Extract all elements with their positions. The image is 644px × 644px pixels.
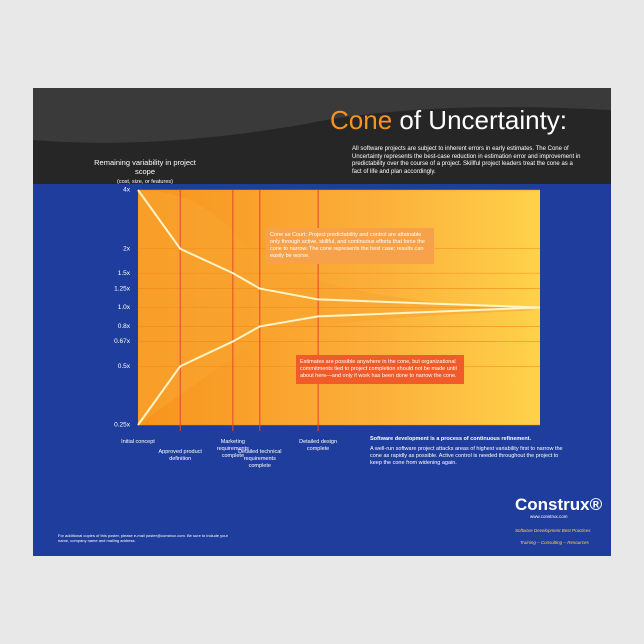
copies-note: For additional copies of this poster, pl… xyxy=(58,533,228,543)
title: Cone of Uncertainty: xyxy=(330,104,567,137)
band-swoosh xyxy=(33,88,611,143)
y-tick-label: 0.25x xyxy=(114,422,131,429)
x-tick-label: Detailed design complete xyxy=(299,439,338,452)
y-tick-label: 4x xyxy=(123,187,131,194)
y-tick-label: 1.25x xyxy=(114,285,131,292)
title-rest: of Uncertainty: xyxy=(399,105,568,135)
y-tick-label: 0.8x xyxy=(118,323,131,330)
y-tick-label: 0.67x xyxy=(114,338,131,345)
x-tick-label: Approved product definition xyxy=(158,449,202,462)
annotation: Cone as Court: Project predictability an… xyxy=(266,228,434,264)
series-line xyxy=(137,306,541,426)
y-tick-label: 2x xyxy=(123,245,131,252)
y-axis-label: Remaining variability in project scope xyxy=(94,158,196,177)
annotation: Estimates are possible anywhere in the c… xyxy=(296,355,464,384)
series-line xyxy=(137,189,541,309)
services: Training – Consulting – Resources xyxy=(520,540,589,545)
title-highlight: Cone xyxy=(330,105,393,135)
tagline: Software Development Best Practices xyxy=(515,528,591,533)
refinement-title: Software development is a process of con… xyxy=(370,436,532,442)
x-tick-label: Initial concept xyxy=(121,439,155,445)
logo-url: www.construx.com xyxy=(530,514,568,519)
logo: Construx® xyxy=(515,495,603,514)
y-tick-label: 1.0x xyxy=(118,304,131,311)
y-tick-label: 1.5x xyxy=(118,270,131,277)
x-tick-label: Detailed technical requirements complete xyxy=(238,449,282,469)
description: All software projects are subject to inh… xyxy=(352,146,581,175)
y-tick-label: 0.5x xyxy=(118,363,131,370)
y-axis-sublabel: (cost, size, or features) xyxy=(117,179,173,185)
refinement-text: A well-run software project attacks area… xyxy=(370,446,563,466)
x-tick-label: Marketing requirements complete xyxy=(216,439,249,459)
